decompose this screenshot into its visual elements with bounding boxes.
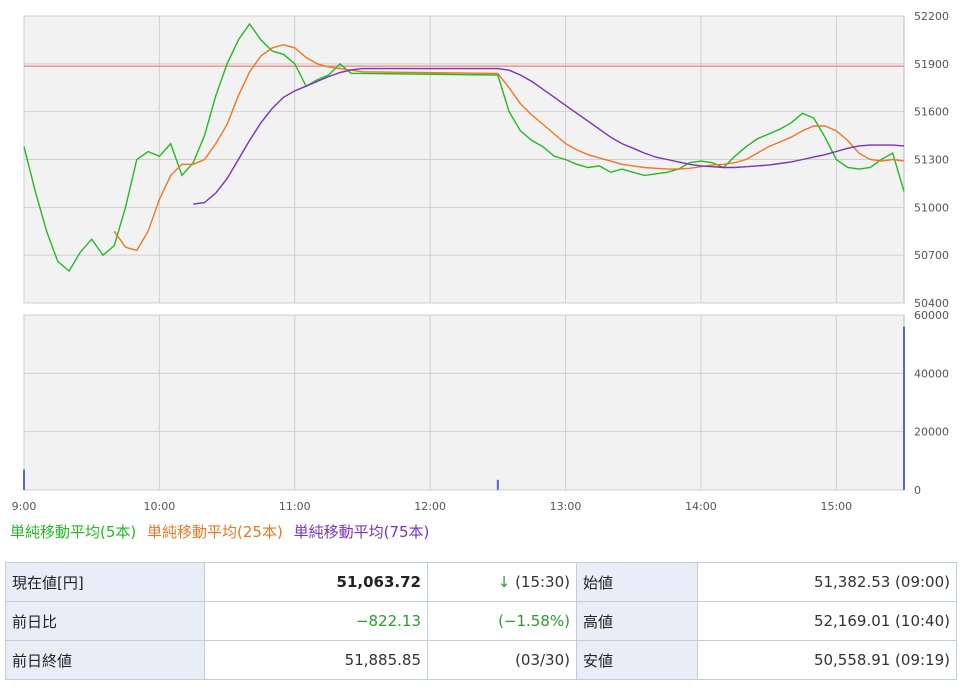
x-tick-label: 11:00 (279, 500, 311, 513)
open-value: 51,382.53 (09:00) (697, 562, 957, 602)
x-axis-ticks: 9:00 10:00 11:00 12:00 13:00 14:00 15:00 (12, 500, 853, 513)
price-y-tick-label: 51000 (914, 201, 949, 214)
price-volume-chart: 50400 50700 51000 51300 51600 51900 52200 0 200… (12, 10, 949, 513)
change-label: 前日比 (5, 601, 205, 641)
current-price-label: 現在値[円] (5, 562, 205, 602)
price-y-axis-ticks: 50400 50700 51000 51300 51600 51900 52200 (914, 10, 949, 310)
current-price-value: 51,063.72 (204, 562, 428, 602)
x-tick-label: 14:00 (685, 500, 717, 513)
legend-ma25: 単純移動平均(25本) (147, 523, 283, 541)
price-y-tick-label: 50400 (914, 297, 949, 310)
ma-line-ma75 (193, 67, 905, 205)
current-price-time: (15:30) (515, 573, 570, 591)
prev-close-value: 51,885.85 (204, 640, 428, 680)
chart-legend: 単純移動平均(5本) 単純移動平均(25本) 単純移動平均(75本) (10, 521, 435, 542)
price-y-tick-label: 52200 (914, 10, 949, 23)
volume-bar (903, 326, 905, 490)
high-value: 52,169.01 (10:40) (697, 601, 957, 641)
volume-bars-layer (23, 326, 905, 490)
prev-close-date: (03/30) (427, 640, 577, 680)
current-price-time-cell: ↓ (15:30) (427, 562, 577, 602)
volume-y-axis-ticks: 0 20000 40000 60000 (914, 309, 949, 497)
legend-ma5: 単純移動平均(5本) (10, 523, 137, 541)
down-arrow-icon: ↓ (497, 573, 511, 591)
change-value: −822.13 (204, 601, 428, 641)
legend-ma75: 単純移動平均(75本) (293, 523, 430, 541)
x-tick-label: 12:00 (414, 500, 446, 513)
x-tick-label: 10:00 (144, 500, 176, 513)
low-value: 50,558.91 (09:19) (697, 640, 957, 680)
change-percent: (−1.58%) (427, 601, 577, 641)
volume-y-tick-label: 20000 (914, 426, 949, 439)
high-label: 高値 (576, 601, 698, 641)
volume-y-tick-label: 40000 (914, 367, 949, 380)
volume-y-tick-label: 0 (914, 484, 921, 497)
price-y-tick-label: 51600 (914, 106, 949, 119)
quote-row-current: 現在値[円] 51,063.72 ↓ (15:30) 始値 51,382.53 … (5, 562, 957, 602)
price-series-layer (23, 22, 905, 273)
volume-bar (23, 469, 25, 490)
x-tick-label: 13:00 (550, 500, 582, 513)
quote-row-prev-close: 前日終値 51,885.85 (03/30) 安値 50,558.91 (09:… (5, 640, 957, 680)
volume-panel-bg (23, 314, 905, 491)
price-y-tick-label: 51900 (914, 58, 949, 71)
quote-row-change: 前日比 −822.13 (−1.58%) 高値 52,169.01 (10:40… (5, 601, 957, 641)
grid-lines (23, 15, 904, 491)
x-tick-label: 9:00 (12, 500, 37, 513)
quote-table: 現在値[円] 51,063.72 ↓ (15:30) 始値 51,382.53 … (5, 562, 957, 680)
prev-close-label: 前日終値 (5, 640, 205, 680)
open-label: 始値 (576, 562, 698, 602)
volume-y-tick-label: 60000 (914, 309, 949, 322)
ma-line-ma25 (113, 43, 905, 252)
ma-line-ma5 (23, 22, 905, 273)
price-y-tick-label: 50700 (914, 249, 949, 262)
volume-bar (496, 479, 499, 490)
x-tick-label: 15:00 (820, 500, 852, 513)
low-label: 安値 (576, 640, 698, 680)
price-y-tick-label: 51300 (914, 154, 949, 167)
